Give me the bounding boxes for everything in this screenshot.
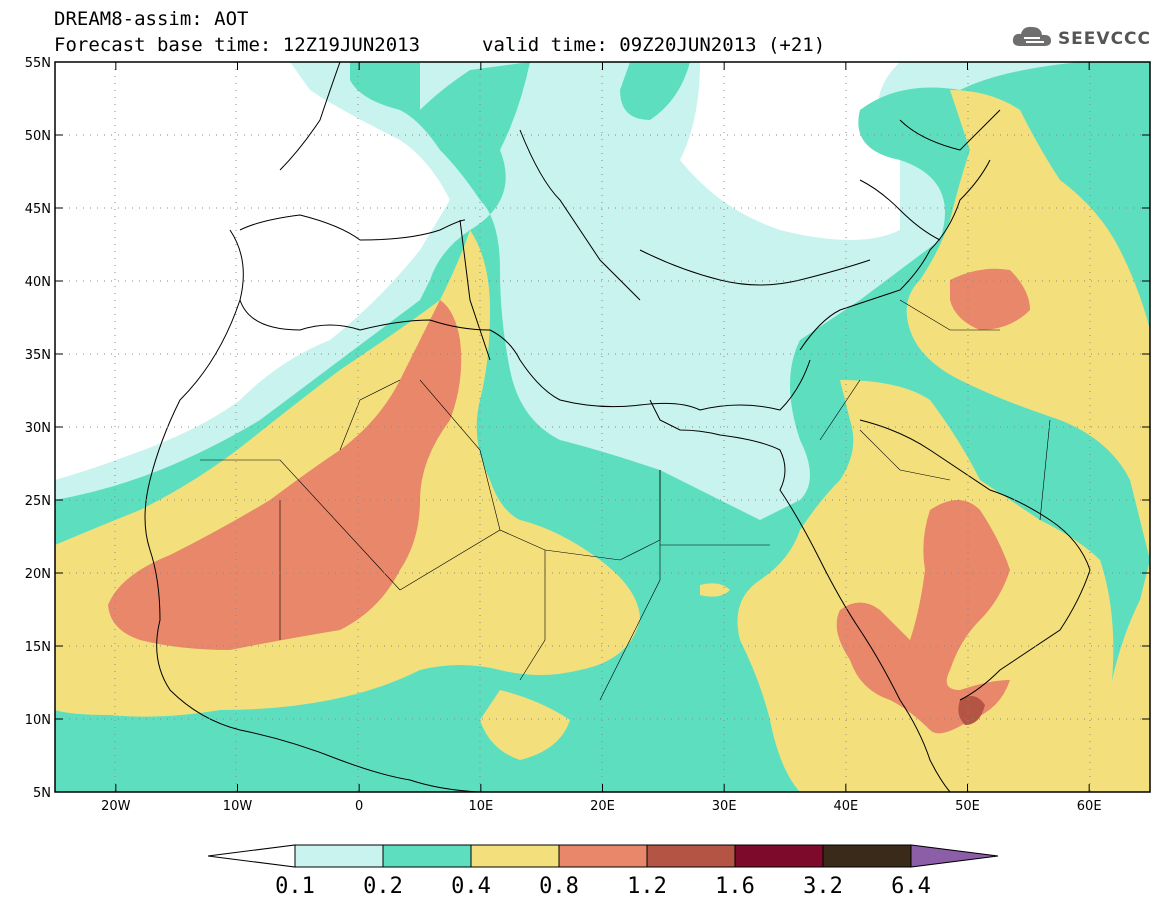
lon-tick-label: 20W bbox=[101, 799, 131, 814]
colorbar-label: 0.4 bbox=[451, 874, 491, 899]
logo-text: SEEVCCC bbox=[1057, 28, 1151, 49]
lat-tick-label: 10N bbox=[25, 713, 51, 728]
lat-tick-label: 35N bbox=[25, 348, 51, 363]
lat-tick-label: 40N bbox=[25, 275, 51, 290]
lat-tick-label: 25N bbox=[25, 494, 51, 509]
lon-tick-label: 30E bbox=[712, 799, 737, 814]
colorbar-label: 3.2 bbox=[803, 874, 843, 899]
colorbar: 0.1 0.2 0.4 0.8 1.2 1.6 3.2 6.4 bbox=[207, 844, 999, 899]
colorbar-label: 0.1 bbox=[275, 874, 315, 899]
colorbar-segment bbox=[294, 844, 384, 868]
colorbar-segment bbox=[382, 844, 472, 868]
lat-tick-label: 55N bbox=[25, 56, 51, 71]
lat-tick-label: 45N bbox=[25, 202, 51, 217]
lat-tick-label: 20N bbox=[25, 567, 51, 582]
colorbar-label: 1.6 bbox=[715, 874, 755, 899]
lon-tick-label: 20E bbox=[590, 799, 615, 814]
lon-tick-label: 0 bbox=[355, 799, 363, 814]
colorbar-segment bbox=[558, 844, 648, 868]
lon-tick-label: 40E bbox=[833, 799, 858, 814]
aot-contour-1.2 bbox=[958, 696, 985, 725]
graticule bbox=[55, 62, 1150, 792]
lon-tick-label: 50E bbox=[955, 799, 980, 814]
aot-contour-0.8 bbox=[108, 268, 1030, 734]
map-plot-area bbox=[55, 62, 1150, 792]
lon-tick-label: 60E bbox=[1077, 799, 1102, 814]
colorbar-label: 0.2 bbox=[363, 874, 403, 899]
map-title: DREAM8-assim: AOT bbox=[54, 8, 249, 30]
lon-tick-label: 10W bbox=[223, 799, 253, 814]
lon-tick-label: 10E bbox=[468, 799, 493, 814]
colorbar-segment bbox=[470, 844, 560, 868]
colorbar-label: 6.4 bbox=[891, 874, 931, 899]
forecast-base-time: Forecast base time: 12Z19JUN2013 bbox=[54, 34, 421, 56]
colorbar-label: 1.2 bbox=[627, 874, 667, 899]
longitude-axis: 20W 10W 0 10E 20E 30E 40E 50E 60E bbox=[101, 62, 1102, 814]
colorbar-label: 0.8 bbox=[539, 874, 579, 899]
colorbar-over-triangle bbox=[910, 844, 999, 868]
cloud-icon bbox=[1010, 22, 1054, 55]
lat-tick-label: 15N bbox=[25, 640, 51, 655]
latitude-axis: 5N 10N 15N 20N 25N 30N 35N 40N 45N 50N 55N bbox=[25, 56, 1150, 801]
country-borders bbox=[200, 299, 1051, 701]
colorbar-under-triangle bbox=[207, 844, 296, 868]
colorbar-segment bbox=[646, 844, 736, 868]
valid-time: valid time: 09Z20JUN2013 (+21) bbox=[482, 34, 826, 56]
lat-tick-label: 30N bbox=[25, 421, 51, 436]
lat-tick-label: 50N bbox=[25, 129, 51, 144]
lat-tick-label: 5N bbox=[33, 786, 51, 801]
colorbar-segment bbox=[822, 844, 912, 868]
coastlines bbox=[144, 62, 1091, 792]
seevccc-logo: SEEVCCC bbox=[1010, 22, 1151, 55]
colorbar-segment bbox=[734, 844, 824, 868]
